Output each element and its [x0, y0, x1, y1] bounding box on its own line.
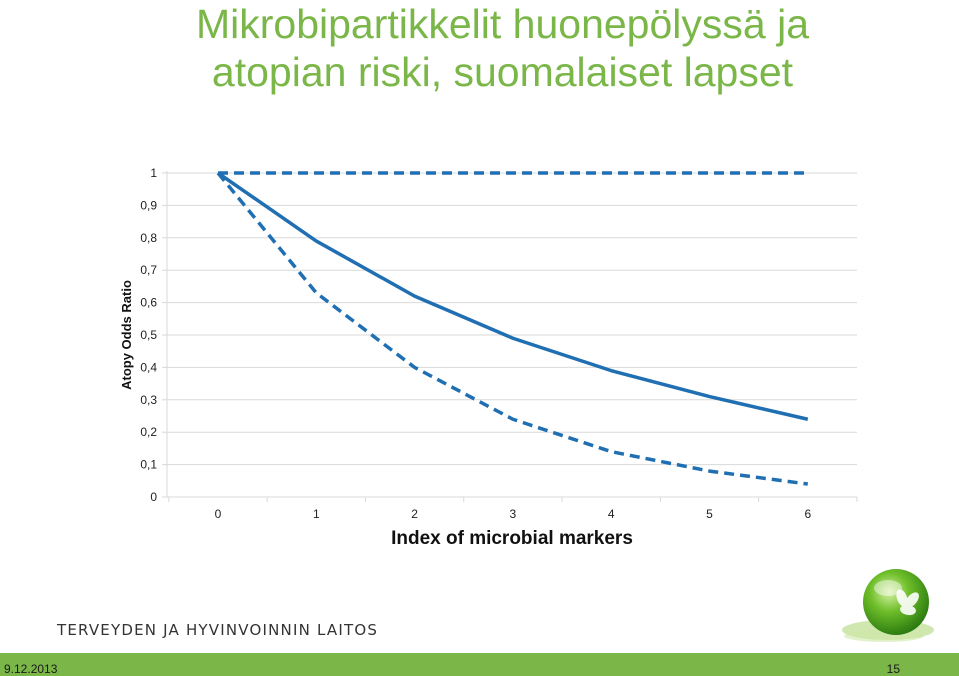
y-tick-label: 1	[150, 166, 157, 180]
x-tick-label: 1	[313, 507, 320, 521]
y-tick-label: 0,1	[140, 458, 157, 472]
slide-title-line2: atopian riski, suomalaiset lapset	[211, 49, 794, 95]
y-tick-label: 0,2	[140, 425, 157, 439]
y-tick-label: 0,7	[140, 263, 157, 277]
y-tick-label: 0,9	[140, 198, 157, 212]
x-tick-label: 6	[804, 507, 811, 521]
y-tick-label: 0,6	[140, 296, 157, 310]
y-tick-label: 0,5	[140, 328, 157, 342]
x-tick-label: 0	[215, 507, 222, 521]
x-axis-title: Index of microbial markers	[391, 528, 633, 549]
y-tick-label: 0	[150, 490, 157, 504]
y-tick-label: 0,3	[140, 393, 157, 407]
organization-name: TERVEYDEN JA HYVINVOINNIN LAITOS	[57, 621, 379, 639]
series-line-2	[216, 171, 809, 486]
line-chart: 0 0,1 0,2 0,3 0,4 0,5 0,6 0,7 0,8 0,9 1 0 1 2 3 4 5 6 Inde…	[119, 166, 858, 549]
x-tick-label: 4	[608, 507, 615, 521]
slide-title-line1: Mikrobipartikkelit huonepölyssä ja	[195, 1, 810, 47]
x-tick-label: 5	[706, 507, 713, 521]
thl-logo-icon	[842, 569, 934, 642]
x-tick-label: 3	[510, 507, 517, 521]
y-axis-title: Atopy Odds Ratio	[119, 280, 134, 390]
series-line-1	[217, 171, 809, 421]
page-number: 15	[886, 662, 900, 676]
y-tick-label: 0,4	[140, 360, 157, 374]
y-tick-label: 0,8	[140, 231, 157, 245]
footer-date: 9.12.2013	[4, 662, 58, 676]
footer-bar	[0, 653, 959, 676]
slide-title: Mikrobipartikkelit huonepölyssä ja atopi…	[0, 0, 959, 96]
x-tick-label: 2	[411, 507, 418, 521]
